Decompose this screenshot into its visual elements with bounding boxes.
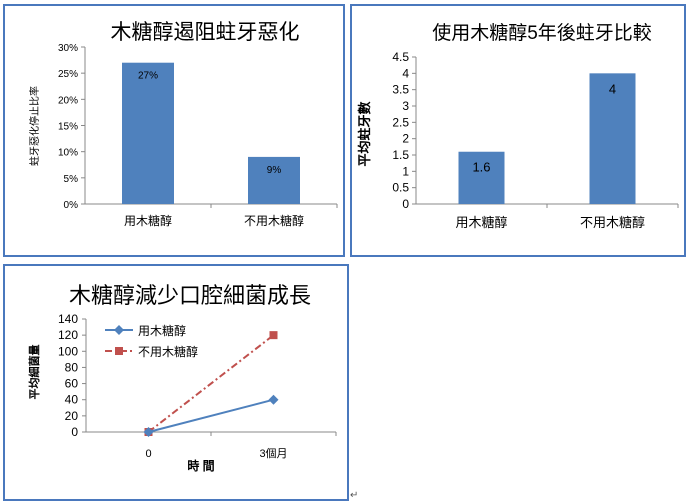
data-label: 4 — [609, 81, 616, 96]
x-tick-label: 3個月 — [259, 447, 287, 460]
legend-label: 用木糖醇 — [138, 323, 186, 338]
y-tick-label: 30% — [58, 43, 78, 54]
y-tick-label: 10% — [58, 148, 78, 159]
bar — [589, 73, 636, 204]
chart-caries-arrest: 木糖醇遏阻蛀牙惡化 0% 5% 10% 15% 20% 25% 30% 27% 用木糖醇 9% 不用木… — [28, 21, 338, 228]
y-tick-label: 15% — [58, 122, 78, 133]
y-tick-label: 100 — [58, 344, 78, 358]
series-point — [143, 427, 154, 437]
y-tick-label: 40 — [65, 393, 79, 407]
y-tick-label: 3 — [402, 99, 409, 113]
bar — [122, 62, 174, 205]
series-line — [147, 334, 275, 433]
y-tick-label: 20 — [65, 409, 79, 423]
data-label: 1.6 — [472, 160, 490, 175]
data-label: 27% — [138, 71, 158, 82]
y-tick-label: 1.5 — [392, 148, 409, 162]
chart-title: 使用木糖醇5年後蛀牙比較 — [432, 22, 652, 44]
x-category-label: 用木糖醇 — [455, 215, 507, 230]
y-tick-label: 60 — [65, 377, 79, 391]
y-axis-label: 平均蛀牙數 — [357, 101, 372, 166]
series-point — [269, 331, 278, 340]
y-tick-label: 3.5 — [392, 83, 409, 97]
chart-panel-caries-count: 使用木糖醇5年後蛀牙比較 0 0.5 1 1.5 2 2.5 3 3.5 4 4.5 1.6 用木糖醇 4… — [350, 4, 686, 257]
data-label: 9% — [267, 165, 282, 176]
y-tick-label: 0 — [402, 197, 409, 211]
chart-caries-count: 使用木糖醇5年後蛀牙比較 0 0.5 1 1.5 2 2.5 3 3.5 4 4.5 1.6 用木糖醇 4… — [357, 22, 679, 230]
y-tick-label: 4.5 — [392, 50, 409, 64]
series-line — [148, 398, 274, 433]
y-tick-label: 120 — [58, 328, 78, 342]
x-category-label: 不用木糖醇 — [580, 215, 645, 230]
bar — [458, 151, 505, 204]
x-category-label: 不用木糖醇 — [244, 213, 304, 228]
x-tick-label: 0 — [145, 448, 151, 460]
series-point — [268, 394, 279, 405]
y-tick-label: 4 — [402, 66, 409, 80]
legend-label: 不用木糖醇 — [138, 344, 198, 359]
y-tick-label: 5% — [64, 174, 79, 185]
x-category-label: 用木糖醇 — [124, 213, 172, 228]
y-axis-label: 平均細菌量 — [27, 345, 41, 400]
y-tick-label: 1 — [402, 164, 409, 178]
y-tick-label: 80 — [65, 360, 79, 374]
chart-panel-bacteria-growth: 木糖醇減少口腔細菌成長 0 20 40 60 80 100 120 140 0 3個月時 間 平均細菌… — [3, 264, 349, 501]
y-tick-label: 0% — [64, 200, 79, 211]
y-tick-label: 2.5 — [392, 115, 409, 129]
y-axis-label: 蛀牙惡化停止比率 — [28, 86, 41, 166]
chart-panel-caries-arrest: 木糖醇遏阻蛀牙惡化 0% 5% 10% 15% 20% 25% 30% 27% 用木糖醇 9% 不用木… — [3, 4, 345, 257]
chart-title: 木糖醇遏阻蛀牙惡化 — [111, 21, 300, 44]
x-axis-label: 時 間 — [187, 458, 214, 473]
y-tick-label: 0.5 — [392, 181, 409, 195]
chart-title: 木糖醇減少口腔細菌成長 — [69, 283, 311, 308]
y-tick-label: 20% — [58, 95, 78, 106]
paragraph-mark: ↵ — [350, 490, 359, 501]
y-tick-label: 140 — [58, 312, 78, 326]
bar — [248, 156, 300, 204]
y-tick-label: 2 — [402, 132, 409, 146]
legend-marker — [114, 325, 124, 335]
y-tick-label: 0 — [71, 425, 78, 439]
legend-marker — [115, 347, 123, 355]
y-tick-label: 25% — [58, 69, 78, 80]
